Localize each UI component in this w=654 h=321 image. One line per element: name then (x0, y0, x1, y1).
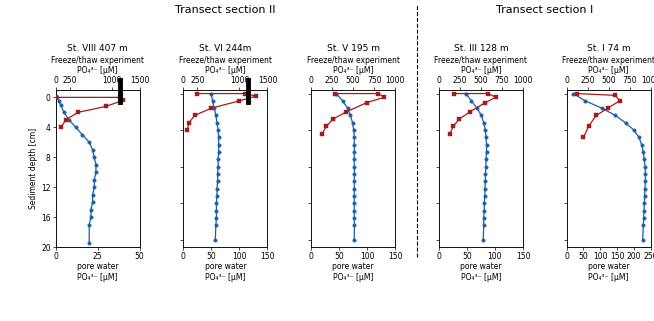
Text: Transect section II: Transect section II (175, 5, 275, 15)
X-axis label: pore water
PO₄³⁻ [μM]: pore water PO₄³⁻ [μM] (460, 263, 502, 282)
Title: St. III 128 m: St. III 128 m (454, 44, 508, 53)
X-axis label: pore water
PO₄³⁻ [μM]: pore water PO₄³⁻ [μM] (77, 263, 118, 282)
X-axis label: pore water
PO₄³⁻ [μM]: pore water PO₄³⁻ [μM] (588, 263, 630, 282)
Title: St. I 74 m: St. I 74 m (587, 44, 630, 53)
X-axis label: pore water
PO₄³⁻ [μM]: pore water PO₄³⁻ [μM] (332, 263, 374, 282)
Text: Transect section I: Transect section I (496, 5, 593, 15)
X-axis label: Freeze/thaw experiment
PO₄³⁻ [μM]: Freeze/thaw experiment PO₄³⁻ [μM] (307, 56, 400, 75)
Title: St. VI 244m: St. VI 244m (199, 44, 252, 53)
Title: St. VIII 407 m: St. VIII 407 m (67, 44, 128, 53)
X-axis label: Freeze/thaw experiment
PO₄³⁻ [μM]: Freeze/thaw experiment PO₄³⁻ [μM] (562, 56, 654, 75)
X-axis label: pore water
PO₄³⁻ [μM]: pore water PO₄³⁻ [μM] (205, 263, 246, 282)
X-axis label: Freeze/thaw experiment
PO₄³⁻ [μM]: Freeze/thaw experiment PO₄³⁻ [μM] (434, 56, 527, 75)
Title: St. V 195 m: St. V 195 m (326, 44, 380, 53)
X-axis label: Freeze/thaw experiment
PO₄³⁻ [μM]: Freeze/thaw experiment PO₄³⁻ [μM] (51, 56, 144, 75)
Y-axis label: Sediment depth [cm]: Sediment depth [cm] (29, 128, 39, 209)
X-axis label: Freeze/thaw experiment
PO₄³⁻ [μM]: Freeze/thaw experiment PO₄³⁻ [μM] (179, 56, 272, 75)
